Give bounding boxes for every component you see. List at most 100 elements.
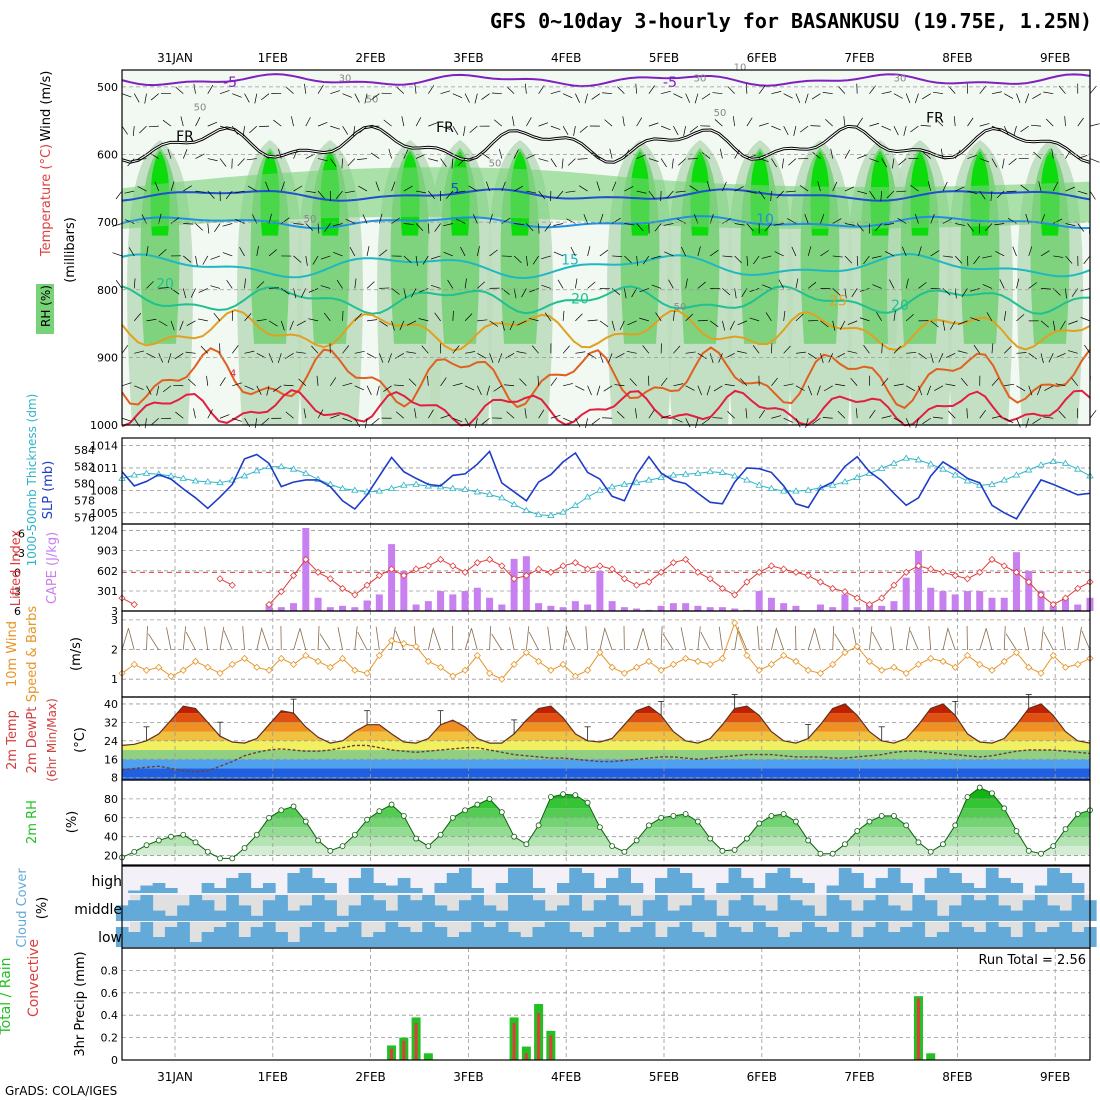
cloud-cell [679, 905, 693, 921]
wind-barb [335, 190, 343, 199]
wind10m-speed-point [522, 648, 530, 657]
rh2m-point [866, 818, 873, 825]
wind-barb [303, 408, 307, 419]
cloud-cell [1010, 910, 1024, 921]
wind10m-speed-point [338, 654, 347, 663]
wind-barb [180, 116, 184, 127]
rh2m-point [511, 833, 518, 840]
wind10m-speed-point [314, 657, 322, 665]
cloud-cell [973, 888, 987, 893]
wind-barb [871, 255, 882, 259]
thickness-point [743, 476, 751, 483]
panel-frame [121, 610, 1091, 698]
li-point [731, 591, 739, 599]
wind10m-speed-point [1061, 663, 1070, 671]
li-point [902, 568, 910, 576]
li-point [1061, 594, 1070, 602]
wind10m-speed-point [326, 663, 334, 671]
wind10m-speed-point [167, 672, 175, 680]
wind-barb [256, 246, 259, 257]
temp-band [122, 731, 1090, 741]
cloud-cell [446, 873, 460, 893]
wind10m-barb [562, 626, 568, 651]
wind-barb [807, 281, 817, 289]
cloud-cell [655, 878, 668, 893]
wind-barb [934, 385, 944, 392]
wind10m-speed-point [277, 654, 285, 663]
cape-bar [596, 570, 604, 611]
wind10m-barb [354, 626, 358, 651]
cloud-cell [213, 910, 227, 921]
wind10m-barb [947, 629, 956, 651]
wind-barb [771, 91, 782, 95]
temp-band [122, 703, 1090, 704]
wind-barb [291, 116, 294, 127]
li-point [338, 584, 347, 593]
wind-barb [207, 190, 215, 199]
wind-barb [930, 320, 939, 328]
wind-barb [403, 149, 409, 159]
tick-label: 24 [104, 735, 118, 748]
li-point [1012, 568, 1021, 576]
date-label: 2FEB [355, 1070, 385, 1084]
wind-barb [146, 246, 149, 257]
cloud-cell [630, 927, 644, 947]
tick-label: 80 [104, 793, 118, 806]
li-point [461, 568, 469, 576]
cloud-cell [569, 895, 582, 921]
wind-barb [200, 345, 209, 354]
thickness-point [351, 486, 359, 493]
wind10m-barb [1061, 626, 1066, 651]
wind10m-speed-point [375, 651, 383, 660]
cloud-cell [287, 942, 301, 947]
rh2m-point [290, 803, 297, 810]
tick-label: 16 [104, 753, 118, 766]
thickness-point [412, 480, 420, 487]
cape-bar [927, 587, 935, 611]
wind-barb [863, 255, 870, 265]
wind-barb [501, 320, 505, 331]
cape-bar [780, 603, 788, 611]
precip-conv-bar [414, 1023, 418, 1060]
wind-barb [685, 418, 691, 428]
wind-barb [881, 158, 888, 168]
cloud-cell [863, 888, 877, 893]
cloud-cell [397, 927, 411, 947]
wind-barb [922, 151, 931, 159]
wind-barb [144, 93, 147, 104]
wind-barb [273, 385, 282, 392]
cloud-cell [397, 895, 411, 921]
wind-barb [232, 382, 242, 387]
wind-barb [566, 218, 576, 224]
wind-barb [342, 93, 352, 98]
wind-barb [685, 93, 691, 103]
wind-barb [932, 416, 943, 419]
li-point [816, 578, 824, 586]
wind-barb [761, 255, 772, 259]
wind-barb [599, 320, 609, 327]
wind-barb [378, 353, 384, 363]
rh2m-point [694, 818, 701, 825]
li-point [289, 571, 298, 580]
wind-barb [979, 190, 986, 200]
wind-barb [231, 345, 239, 354]
li-point [718, 584, 726, 593]
wind-barb [701, 417, 711, 425]
wind-barb [244, 93, 250, 103]
cloud-cell [1071, 883, 1085, 893]
cloud-cell [311, 922, 325, 947]
thickness-point [890, 459, 898, 466]
li-point [829, 584, 837, 593]
li-point [351, 591, 359, 599]
wind-barb [850, 377, 858, 387]
axis-label: Speed & Barbs [25, 606, 40, 703]
cloud-cell [201, 900, 215, 921]
wind10m-barb [1043, 631, 1054, 651]
tick-label: 2 [111, 644, 118, 657]
wind-barb [832, 320, 836, 331]
cloud-cell [949, 905, 962, 921]
contour-label: 50 [304, 214, 317, 225]
wind-barb [636, 255, 638, 266]
